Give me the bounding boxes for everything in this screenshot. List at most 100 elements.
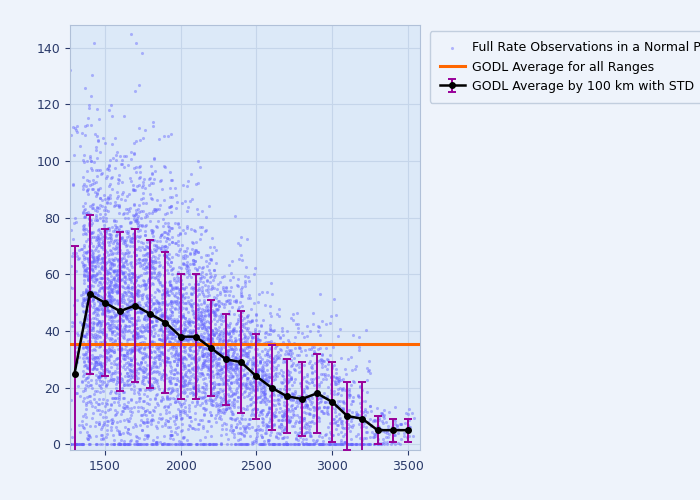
Full Rate Observations in a Normal Point bbox=[159, 336, 170, 344]
Full Rate Observations in a Normal Point bbox=[83, 104, 94, 112]
Full Rate Observations in a Normal Point bbox=[218, 336, 230, 344]
Full Rate Observations in a Normal Point bbox=[118, 331, 130, 339]
Full Rate Observations in a Normal Point bbox=[262, 352, 273, 360]
Full Rate Observations in a Normal Point bbox=[95, 300, 106, 308]
Full Rate Observations in a Normal Point bbox=[176, 284, 187, 292]
Full Rate Observations in a Normal Point bbox=[188, 308, 199, 316]
Full Rate Observations in a Normal Point bbox=[111, 423, 122, 431]
Full Rate Observations in a Normal Point bbox=[134, 243, 145, 251]
Full Rate Observations in a Normal Point bbox=[155, 232, 167, 239]
Full Rate Observations in a Normal Point bbox=[303, 440, 314, 448]
Full Rate Observations in a Normal Point bbox=[291, 402, 302, 409]
Full Rate Observations in a Normal Point bbox=[104, 348, 115, 356]
Full Rate Observations in a Normal Point bbox=[123, 311, 134, 319]
Full Rate Observations in a Normal Point bbox=[162, 253, 173, 261]
Full Rate Observations in a Normal Point bbox=[160, 354, 172, 362]
Full Rate Observations in a Normal Point bbox=[169, 298, 180, 306]
Full Rate Observations in a Normal Point bbox=[202, 417, 214, 425]
Full Rate Observations in a Normal Point bbox=[182, 373, 193, 381]
Full Rate Observations in a Normal Point bbox=[169, 292, 180, 300]
Full Rate Observations in a Normal Point bbox=[330, 380, 341, 388]
Full Rate Observations in a Normal Point bbox=[181, 224, 193, 232]
Full Rate Observations in a Normal Point bbox=[208, 340, 219, 348]
Full Rate Observations in a Normal Point bbox=[309, 440, 320, 448]
Full Rate Observations in a Normal Point bbox=[78, 184, 89, 192]
Full Rate Observations in a Normal Point bbox=[251, 333, 262, 341]
Full Rate Observations in a Normal Point bbox=[106, 298, 118, 306]
Full Rate Observations in a Normal Point bbox=[90, 358, 101, 366]
Full Rate Observations in a Normal Point bbox=[157, 356, 168, 364]
Full Rate Observations in a Normal Point bbox=[389, 440, 400, 448]
Full Rate Observations in a Normal Point bbox=[181, 268, 193, 276]
Full Rate Observations in a Normal Point bbox=[258, 415, 269, 423]
Full Rate Observations in a Normal Point bbox=[359, 434, 370, 442]
Full Rate Observations in a Normal Point bbox=[270, 342, 281, 350]
Full Rate Observations in a Normal Point bbox=[77, 307, 88, 315]
Full Rate Observations in a Normal Point bbox=[134, 259, 146, 267]
Full Rate Observations in a Normal Point bbox=[207, 388, 218, 396]
Full Rate Observations in a Normal Point bbox=[254, 425, 265, 433]
Full Rate Observations in a Normal Point bbox=[135, 416, 146, 424]
Full Rate Observations in a Normal Point bbox=[216, 440, 227, 448]
Full Rate Observations in a Normal Point bbox=[180, 252, 191, 260]
Full Rate Observations in a Normal Point bbox=[146, 273, 157, 281]
Full Rate Observations in a Normal Point bbox=[188, 424, 199, 432]
Full Rate Observations in a Normal Point bbox=[209, 389, 220, 397]
Full Rate Observations in a Normal Point bbox=[300, 424, 311, 432]
Full Rate Observations in a Normal Point bbox=[354, 394, 365, 402]
Full Rate Observations in a Normal Point bbox=[217, 352, 228, 360]
Full Rate Observations in a Normal Point bbox=[232, 378, 243, 386]
Full Rate Observations in a Normal Point bbox=[150, 311, 161, 319]
Full Rate Observations in a Normal Point bbox=[197, 358, 209, 366]
Full Rate Observations in a Normal Point bbox=[134, 345, 145, 353]
Full Rate Observations in a Normal Point bbox=[110, 369, 121, 377]
Full Rate Observations in a Normal Point bbox=[279, 385, 290, 393]
Full Rate Observations in a Normal Point bbox=[166, 224, 177, 232]
Full Rate Observations in a Normal Point bbox=[118, 394, 129, 402]
Full Rate Observations in a Normal Point bbox=[318, 437, 329, 445]
Full Rate Observations in a Normal Point bbox=[78, 296, 90, 304]
Full Rate Observations in a Normal Point bbox=[302, 370, 313, 378]
Full Rate Observations in a Normal Point bbox=[164, 192, 176, 200]
Full Rate Observations in a Normal Point bbox=[209, 312, 220, 320]
Full Rate Observations in a Normal Point bbox=[111, 148, 122, 156]
Full Rate Observations in a Normal Point bbox=[185, 260, 196, 268]
Full Rate Observations in a Normal Point bbox=[254, 360, 265, 368]
Full Rate Observations in a Normal Point bbox=[180, 316, 191, 324]
Full Rate Observations in a Normal Point bbox=[122, 306, 134, 314]
Full Rate Observations in a Normal Point bbox=[88, 319, 99, 327]
Full Rate Observations in a Normal Point bbox=[98, 270, 109, 278]
Full Rate Observations in a Normal Point bbox=[377, 435, 388, 443]
Full Rate Observations in a Normal Point bbox=[209, 331, 220, 339]
Full Rate Observations in a Normal Point bbox=[286, 374, 297, 382]
Full Rate Observations in a Normal Point bbox=[270, 432, 281, 440]
Full Rate Observations in a Normal Point bbox=[85, 182, 96, 190]
Full Rate Observations in a Normal Point bbox=[261, 420, 272, 428]
Full Rate Observations in a Normal Point bbox=[140, 250, 151, 258]
Full Rate Observations in a Normal Point bbox=[197, 278, 208, 286]
Full Rate Observations in a Normal Point bbox=[233, 356, 244, 364]
Full Rate Observations in a Normal Point bbox=[299, 403, 310, 411]
Full Rate Observations in a Normal Point bbox=[77, 320, 88, 328]
Full Rate Observations in a Normal Point bbox=[146, 262, 158, 270]
Full Rate Observations in a Normal Point bbox=[206, 256, 217, 264]
Full Rate Observations in a Normal Point bbox=[127, 212, 139, 220]
Full Rate Observations in a Normal Point bbox=[162, 417, 174, 425]
Full Rate Observations in a Normal Point bbox=[119, 345, 130, 353]
Full Rate Observations in a Normal Point bbox=[116, 374, 127, 382]
Full Rate Observations in a Normal Point bbox=[258, 390, 270, 398]
Full Rate Observations in a Normal Point bbox=[153, 286, 164, 294]
Full Rate Observations in a Normal Point bbox=[106, 247, 117, 255]
Full Rate Observations in a Normal Point bbox=[195, 163, 206, 171]
Full Rate Observations in a Normal Point bbox=[178, 353, 190, 361]
Full Rate Observations in a Normal Point bbox=[135, 358, 146, 366]
Full Rate Observations in a Normal Point bbox=[104, 296, 116, 304]
Full Rate Observations in a Normal Point bbox=[121, 440, 132, 448]
Full Rate Observations in a Normal Point bbox=[141, 242, 153, 250]
Full Rate Observations in a Normal Point bbox=[156, 282, 167, 290]
Full Rate Observations in a Normal Point bbox=[166, 440, 177, 448]
Full Rate Observations in a Normal Point bbox=[312, 392, 323, 400]
Full Rate Observations in a Normal Point bbox=[174, 284, 186, 292]
Full Rate Observations in a Normal Point bbox=[95, 274, 106, 282]
Full Rate Observations in a Normal Point bbox=[83, 215, 94, 223]
